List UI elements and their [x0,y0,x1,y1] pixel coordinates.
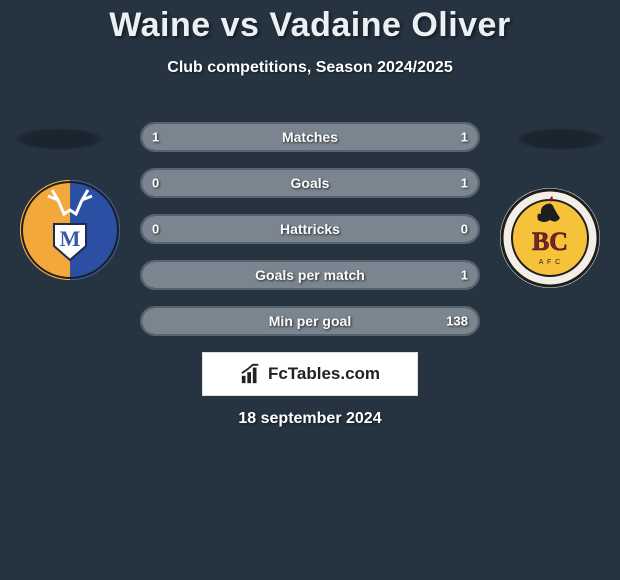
stat-value-right: 1 [461,176,468,191]
brand-link[interactable]: FcTables.com [202,352,418,396]
stat-value-right: 1 [461,268,468,283]
svg-text:A F C: A F C [539,259,562,266]
shadow-ellipse-left [14,128,104,150]
stat-label: Matches [142,129,478,145]
stat-row-goals-per-match: Goals per match 1 [140,260,480,290]
stat-value-right: 0 [461,222,468,237]
bar-chart-icon [240,363,262,385]
svg-text:BC: BC [532,227,568,256]
stat-row-min-per-goal: Min per goal 138 [140,306,480,336]
subtitle: Club competitions, Season 2024/2025 [0,59,620,77]
stat-label: Goals per match [142,267,478,283]
shadow-ellipse-right [516,128,606,150]
bradford-badge-icon: BC A F C [500,188,600,288]
stat-value-right: 1 [461,130,468,145]
stat-row-goals: 0 Goals 1 [140,168,480,198]
stat-row-matches: 1 Matches 1 [140,122,480,152]
svg-text:M: M [60,226,81,251]
stat-row-hattricks: 0 Hattricks 0 [140,214,480,244]
date-label: 18 september 2024 [0,410,620,428]
club-badge-left: M [20,180,120,280]
stat-label: Hattricks [142,221,478,237]
stat-label: Goals [142,175,478,191]
brand-text: FcTables.com [268,364,380,384]
stat-label: Min per goal [142,313,478,329]
comparison-widget: Waine vs Vadaine Oliver Club competition… [0,0,620,580]
club-badge-right: BC A F C [500,188,600,288]
page-title: Waine vs Vadaine Oliver [0,0,620,45]
stat-value-right: 138 [446,314,468,329]
stats-list: 1 Matches 1 0 Goals 1 0 Hattricks 0 Goal… [140,122,480,352]
mansfield-badge-icon: M [20,180,120,280]
